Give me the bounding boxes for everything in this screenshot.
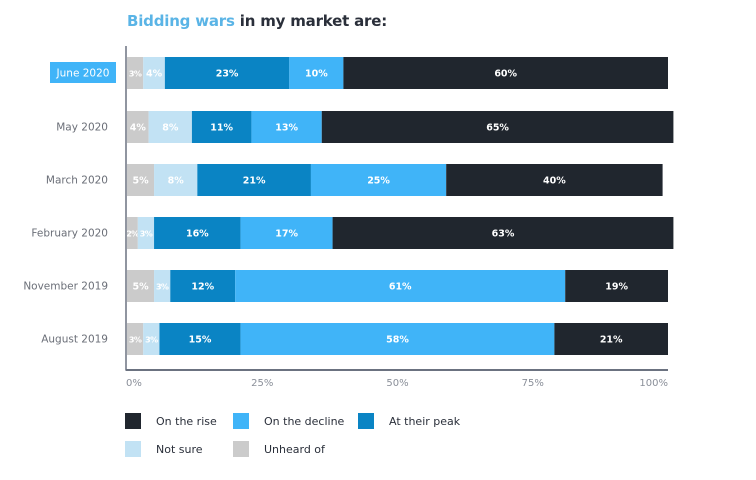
category-label: June 2020	[56, 68, 110, 80]
legend-item: Not sure	[125, 441, 203, 457]
legend-label: At their peak	[389, 414, 461, 428]
bar-segment	[143, 323, 160, 355]
legend-item: On the rise	[125, 413, 217, 429]
bar-data-label: 40%	[543, 176, 566, 187]
bar-data-label: 5%	[132, 176, 149, 187]
bar-segment	[310, 164, 447, 196]
bar-segment	[127, 270, 155, 302]
legend-item: At their peak	[358, 413, 460, 429]
bar-segment	[240, 323, 555, 355]
legend-label: On the decline	[264, 414, 345, 428]
bar-data-label: 23%	[216, 69, 239, 80]
category-label: March 2020	[46, 175, 108, 187]
bar-segment	[321, 111, 674, 143]
bar-data-label: 63%	[492, 229, 515, 240]
bar-data-label: 3%	[156, 283, 169, 292]
x-tick-label: 25%	[251, 378, 273, 389]
bar-segment	[127, 323, 144, 355]
bar-data-label: 10%	[305, 69, 328, 80]
bar-segment	[251, 111, 322, 143]
bar-segment	[197, 164, 311, 196]
bar-segment	[343, 57, 668, 89]
bar-segment	[170, 270, 236, 302]
bar-segment	[137, 217, 155, 249]
highlighted-category-background	[50, 62, 116, 83]
chart-title-highlight: Bidding wars	[127, 12, 235, 30]
bar-data-label: 3%	[129, 336, 142, 345]
legend-swatch	[233, 413, 249, 429]
legend-item: On the decline	[233, 413, 344, 429]
bar-data-label: 58%	[386, 335, 409, 346]
bar-segment	[240, 217, 333, 249]
bar-segment	[154, 217, 241, 249]
bar-data-label: 8%	[162, 123, 179, 134]
bar-data-label: 17%	[275, 229, 298, 240]
legend-swatch	[233, 441, 249, 457]
legend-item: Unheard of	[233, 441, 325, 457]
bar-segment	[235, 270, 566, 302]
bar-data-label: 16%	[186, 229, 209, 240]
x-tick-label: 100%	[639, 378, 668, 389]
bar-segment	[446, 164, 663, 196]
category-label: May 2020	[56, 122, 108, 134]
bar-data-label: 5%	[132, 282, 149, 293]
bar-data-label: 19%	[605, 282, 628, 293]
bar-segment	[191, 111, 252, 143]
bar-segment	[143, 57, 165, 89]
bar-segment	[148, 111, 192, 143]
bar-data-label: 4%	[130, 123, 147, 134]
bar-data-label: 13%	[275, 123, 298, 134]
legend-swatch	[358, 413, 374, 429]
x-tick-label: 75%	[522, 378, 544, 389]
bar-data-label: 15%	[189, 335, 212, 346]
bar-data-label: 21%	[600, 335, 623, 346]
bar-segment	[127, 57, 144, 89]
bar-data-label: 61%	[389, 282, 412, 293]
bar-segment	[289, 57, 344, 89]
bar-segment	[164, 57, 290, 89]
bar-segment	[159, 323, 241, 355]
category-label: February 2020	[31, 228, 108, 240]
category-label: August 2019	[41, 334, 108, 346]
bar-segment	[154, 164, 198, 196]
bar-data-label: 8%	[168, 176, 185, 187]
bar-segment	[154, 270, 171, 302]
bar-data-label: 65%	[486, 123, 509, 134]
chart-title-rest: in my market are:	[234, 12, 388, 30]
bar-data-label: 11%	[210, 123, 233, 134]
bar-data-label: 2%	[126, 230, 139, 239]
legend-label: Unheard of	[264, 442, 325, 456]
bar-data-label: 4%	[146, 69, 163, 80]
bar-data-label: 60%	[494, 69, 517, 80]
bar-data-label: 25%	[367, 176, 390, 187]
legend-swatch	[125, 413, 141, 429]
bar-segment	[127, 111, 149, 143]
x-tick-label: 50%	[386, 378, 408, 389]
x-tick-label: 0%	[126, 378, 142, 389]
legend-label: Not sure	[156, 442, 203, 456]
bar-segment	[127, 164, 155, 196]
bar-segment	[565, 270, 668, 302]
bar-data-label: 3%	[140, 230, 153, 239]
bar-data-label: 3%	[129, 70, 142, 79]
legend-label: On the rise	[156, 414, 217, 428]
chart-title: Bidding wars in my market are:	[127, 12, 387, 30]
bar-data-label: 3%	[145, 336, 158, 345]
bar-segment	[554, 323, 668, 355]
chart-svg: June 2020 May 2020 March 2020 February 2020…	[23, 46, 674, 389]
bar-segment	[127, 217, 138, 249]
bar-segment	[332, 217, 674, 249]
bar-data-label: 21%	[243, 176, 266, 187]
category-label: November 2019	[23, 281, 108, 293]
legend-swatch	[125, 441, 141, 457]
bar-data-label: 12%	[191, 282, 214, 293]
